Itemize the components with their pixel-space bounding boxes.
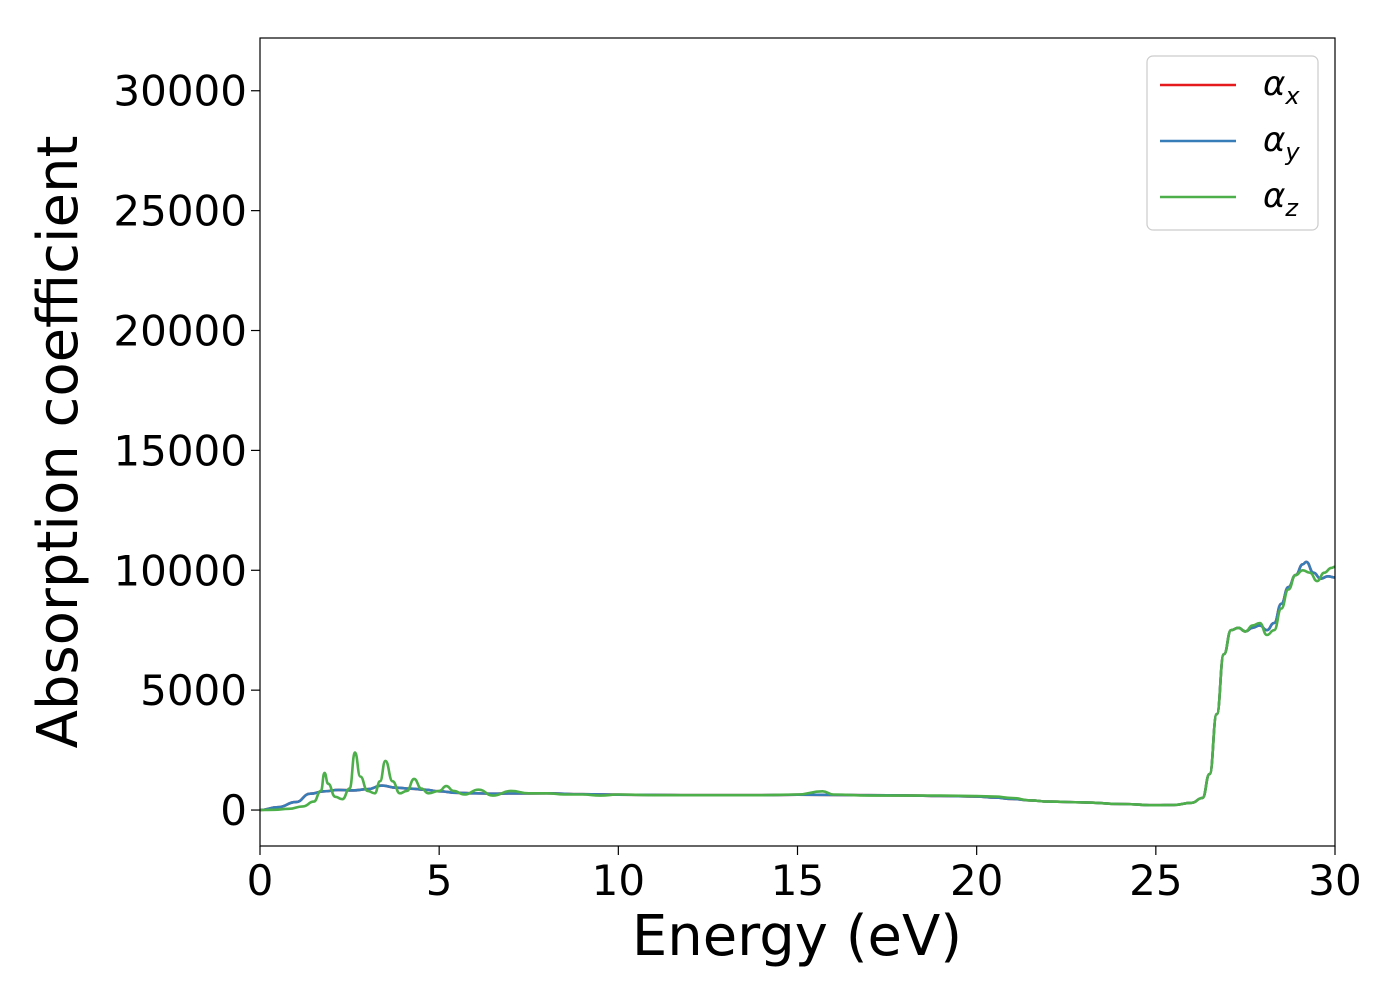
x-tick-label: 30 xyxy=(1308,856,1361,905)
y-axis-ticks: 0 5000 10000 15000 20000 25000 30000 xyxy=(113,67,260,835)
y-tick-label: 10000 xyxy=(113,546,247,595)
x-tick-label: 10 xyxy=(592,856,645,905)
plot-frame xyxy=(259,37,1336,847)
legend-label-x: αx xyxy=(1263,64,1300,110)
legend-box xyxy=(1146,55,1319,231)
y-tick-label: 0 xyxy=(220,786,247,835)
legend-label-y: αy xyxy=(1263,120,1300,166)
y-tick-label: 15000 xyxy=(113,426,247,475)
x-tick-label: 5 xyxy=(426,856,453,905)
x-tick-label: 25 xyxy=(1129,856,1182,905)
x-tick-label: 20 xyxy=(950,856,1003,905)
y-tick-label: 30000 xyxy=(113,67,247,116)
series-line-z xyxy=(259,565,1336,812)
y-tick-label: 25000 xyxy=(113,187,247,236)
x-tick-label: 15 xyxy=(771,856,824,905)
y-tick-label: 20000 xyxy=(113,307,247,356)
y-axis-label: Absorption coefficient xyxy=(26,136,91,749)
x-axis-label: Energy (eV) xyxy=(632,904,962,969)
series-layer xyxy=(259,560,1336,812)
legend: αx αy αz xyxy=(1146,55,1319,231)
y-tick-label: 5000 xyxy=(140,666,247,715)
x-tick-label: 0 xyxy=(247,856,274,905)
x-axis-ticks: 0 5 10 15 20 25 30 xyxy=(247,846,1362,905)
legend-items: αx αy αz xyxy=(1160,64,1300,222)
legend-label-z: αz xyxy=(1263,176,1299,222)
